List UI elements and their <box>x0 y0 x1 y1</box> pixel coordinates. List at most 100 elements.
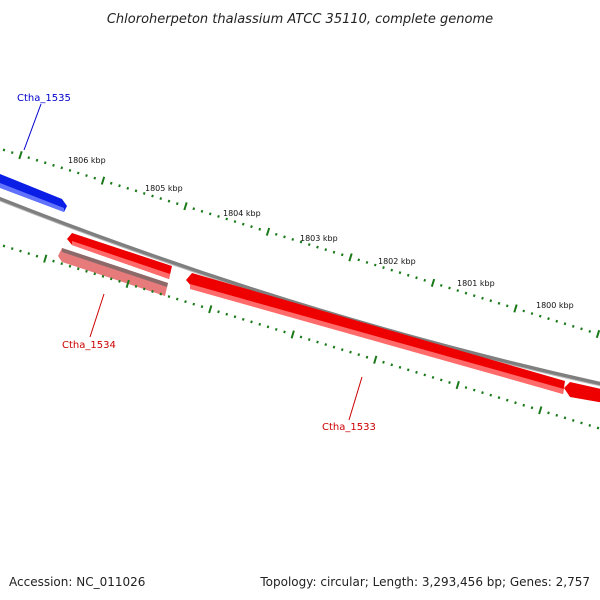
inner-track-major-tick <box>290 330 295 339</box>
outer-track-minor-tick <box>415 276 418 280</box>
tick-label-1805: 1805 kbp <box>145 184 183 193</box>
outer-track-minor-tick <box>522 309 526 313</box>
gene-label-ctha-1534[interactable]: Ctha_1534 <box>62 340 116 351</box>
outer-track-minor-tick <box>505 304 509 308</box>
inner-track-minor-tick <box>200 305 204 309</box>
gene-next-reverse[interactable] <box>564 382 600 404</box>
outer-track-minor-tick <box>332 250 336 254</box>
gene-ctha-1535[interactable] <box>0 172 67 212</box>
outer-track-major-tick <box>183 202 188 211</box>
tick-label-1806: 1806 kbp <box>68 156 106 165</box>
outer-track-minor-tick <box>439 284 443 287</box>
inner-track-minor-tick <box>398 365 402 369</box>
gene-arrow-ctha-1535[interactable] <box>0 172 67 212</box>
outer-track-minor-tick <box>109 181 113 185</box>
gene-arrow-ctha-1534[interactable] <box>58 248 168 296</box>
label-ctha-1535[interactable]: Ctha_1535 <box>17 93 71 151</box>
inner-track-minor-tick <box>225 312 229 316</box>
gene-ctha-1534-upper[interactable] <box>67 233 172 279</box>
inner-track-minor-tick <box>217 310 220 314</box>
inner-track-minor-tick <box>324 343 328 346</box>
inner-track-minor-tick <box>365 355 369 359</box>
scale-labels: 1806 kbp 1805 kbp 1804 kbp 1803 kbp 1802… <box>68 156 574 310</box>
inner-track-minor-tick <box>332 345 336 349</box>
outer-track-minor-tick <box>373 263 377 267</box>
outer-track-minor-tick <box>52 163 55 167</box>
outer-track-minor-tick <box>274 232 278 236</box>
outer-track-minor-tick <box>555 319 559 323</box>
outer-track-minor-tick <box>406 273 410 277</box>
inner-track-minor-tick <box>357 353 361 357</box>
outer-track-minor-tick <box>241 222 245 226</box>
inner-track-minor-tick <box>118 279 121 283</box>
inner-track-minor-tick <box>258 322 262 326</box>
outer-track-minor-tick <box>217 214 220 218</box>
gene-label-ctha-1535[interactable]: Ctha_1535 <box>17 93 71 104</box>
inner-track-minor-tick <box>93 272 97 276</box>
outer-track-minor-tick <box>159 197 163 200</box>
inner-tick-track <box>2 244 600 430</box>
outer-track-minor-tick <box>68 168 72 172</box>
outer-track-minor-tick <box>85 174 88 178</box>
gene-ctha-1534[interactable] <box>58 248 168 296</box>
outer-track-minor-tick <box>464 291 468 295</box>
outer-track-minor-tick <box>175 202 179 206</box>
inner-track-minor-tick <box>2 244 6 248</box>
outer-tick-track <box>2 148 600 339</box>
outer-track-minor-tick <box>481 296 484 300</box>
gene-arrow-shade-ctha-1534-upper <box>72 241 170 279</box>
inner-track-minor-tick <box>571 419 575 422</box>
inner-track-minor-tick <box>382 360 385 364</box>
inner-track-minor-tick <box>283 330 286 334</box>
inner-track-minor-tick <box>415 370 418 374</box>
outer-track-major-tick <box>595 329 600 339</box>
inner-track-minor-tick <box>497 396 501 400</box>
inner-track-minor-tick <box>505 398 509 402</box>
inner-track-minor-tick <box>159 292 163 296</box>
outer-track-minor-tick <box>588 330 592 333</box>
inner-track-minor-tick <box>464 386 468 390</box>
outer-track-minor-tick <box>167 199 171 203</box>
inner-track-minor-tick <box>448 381 451 384</box>
inner-track-minor-tick <box>134 284 138 288</box>
outer-track-minor-tick <box>448 286 451 290</box>
label-ctha-1533[interactable]: Ctha_1533 <box>322 376 376 433</box>
gene-ctha-1533[interactable] <box>186 273 565 394</box>
inner-track-minor-tick <box>555 413 559 417</box>
outer-track-minor-tick <box>27 156 31 160</box>
outer-track-minor-tick <box>390 268 394 272</box>
inner-track-minor-tick <box>316 340 319 344</box>
outer-track-minor-tick <box>60 166 64 170</box>
outer-track-minor-tick <box>208 212 212 216</box>
outer-track-minor-tick <box>35 158 39 162</box>
inner-track-minor-tick <box>489 393 493 397</box>
outer-track-major-tick <box>18 150 23 160</box>
inner-track-minor-tick <box>274 328 278 331</box>
outer-track-minor-tick <box>76 171 80 175</box>
genome-backbone-highlight <box>0 200 600 387</box>
inner-track-minor-tick <box>35 254 39 258</box>
outer-track-minor-tick <box>233 220 237 224</box>
inner-track-minor-tick <box>167 295 171 299</box>
outer-track-minor-tick <box>134 189 138 193</box>
gene-label-ctha-1533[interactable]: Ctha_1533 <box>322 422 376 433</box>
inner-track-minor-tick <box>192 302 196 306</box>
tick-label-1802: 1802 kbp <box>378 257 416 266</box>
outer-track-minor-tick <box>151 194 154 198</box>
outer-track-major-tick <box>430 278 436 288</box>
inner-track-minor-tick <box>299 335 303 339</box>
outer-track-minor-tick <box>2 148 6 152</box>
outer-track-minor-tick <box>472 294 476 298</box>
outer-track-minor-tick <box>258 227 262 231</box>
inner-track-minor-tick <box>547 411 550 415</box>
gene-arrow-next[interactable] <box>564 382 600 404</box>
outer-track-minor-tick <box>250 225 253 229</box>
inner-track-minor-tick <box>85 269 88 273</box>
inner-track-minor-tick <box>266 325 270 329</box>
inner-track-minor-tick <box>472 388 476 392</box>
outer-track-minor-tick <box>563 322 567 326</box>
tick-label-1803: 1803 kbp <box>300 234 338 243</box>
label-ctha-1534[interactable]: Ctha_1534 <box>62 293 116 351</box>
inner-track-minor-tick <box>68 264 72 268</box>
outer-track-major-tick <box>265 227 271 236</box>
